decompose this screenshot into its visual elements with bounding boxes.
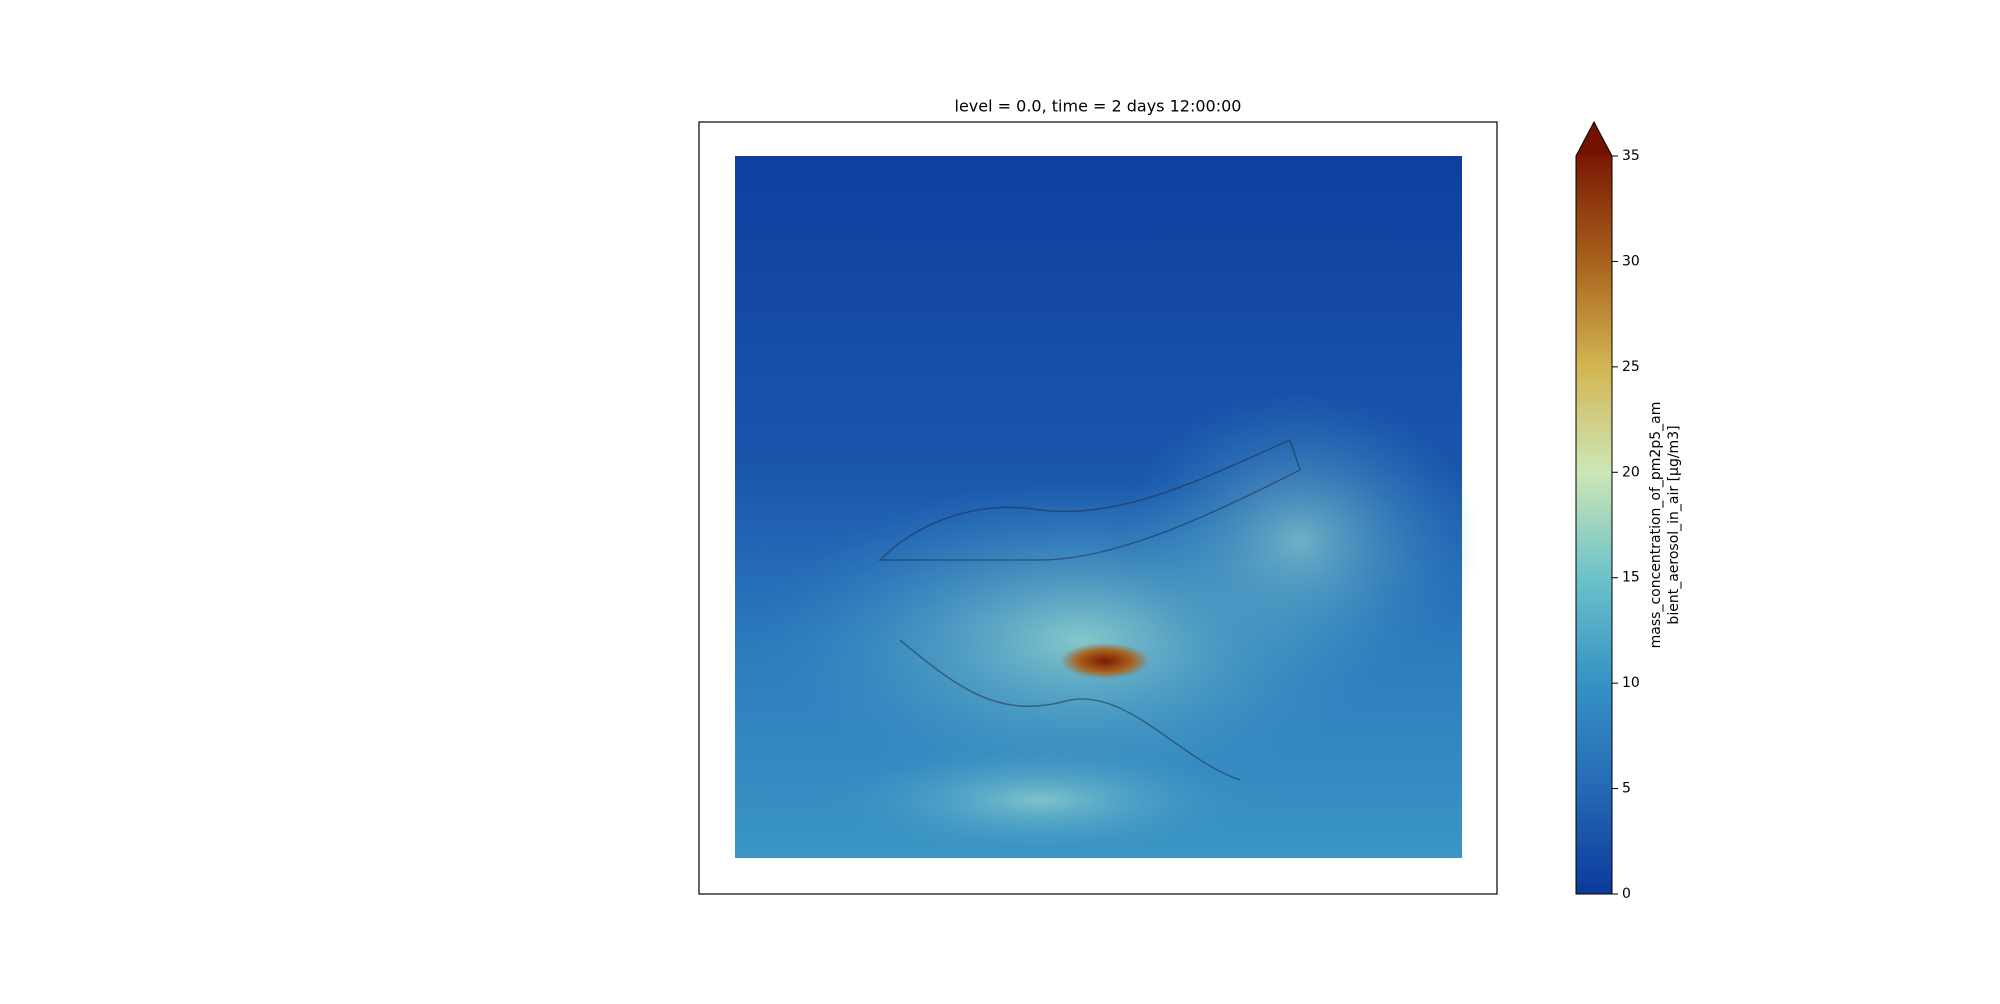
colorbar-tick-label: 10 xyxy=(1622,675,1640,691)
colorbar xyxy=(1576,156,1612,894)
chart-title: level = 0.0, time = 2 days 12:00:00 xyxy=(955,97,1242,116)
colorbar-outline xyxy=(1575,120,1613,895)
colorbar-tick-label: 0 xyxy=(1622,886,1631,902)
colorbar-tick-label: 25 xyxy=(1622,359,1640,375)
colorbar-tick-label: 30 xyxy=(1622,253,1640,269)
colorbar-extend xyxy=(1576,122,1612,156)
colorbar-tick-label: 5 xyxy=(1622,781,1631,797)
colorbar-tick-label: 20 xyxy=(1622,464,1640,480)
colorbar-label: bient_aerosol_in_air [µg/m3] xyxy=(1666,425,1682,624)
colorbar-tick-label: 35 xyxy=(1622,148,1640,164)
colorbar-label: mass_concentration_of_pm2p5_am xyxy=(1648,402,1664,649)
map-field xyxy=(735,156,1480,860)
colorbar-tick-label: 15 xyxy=(1622,570,1640,586)
